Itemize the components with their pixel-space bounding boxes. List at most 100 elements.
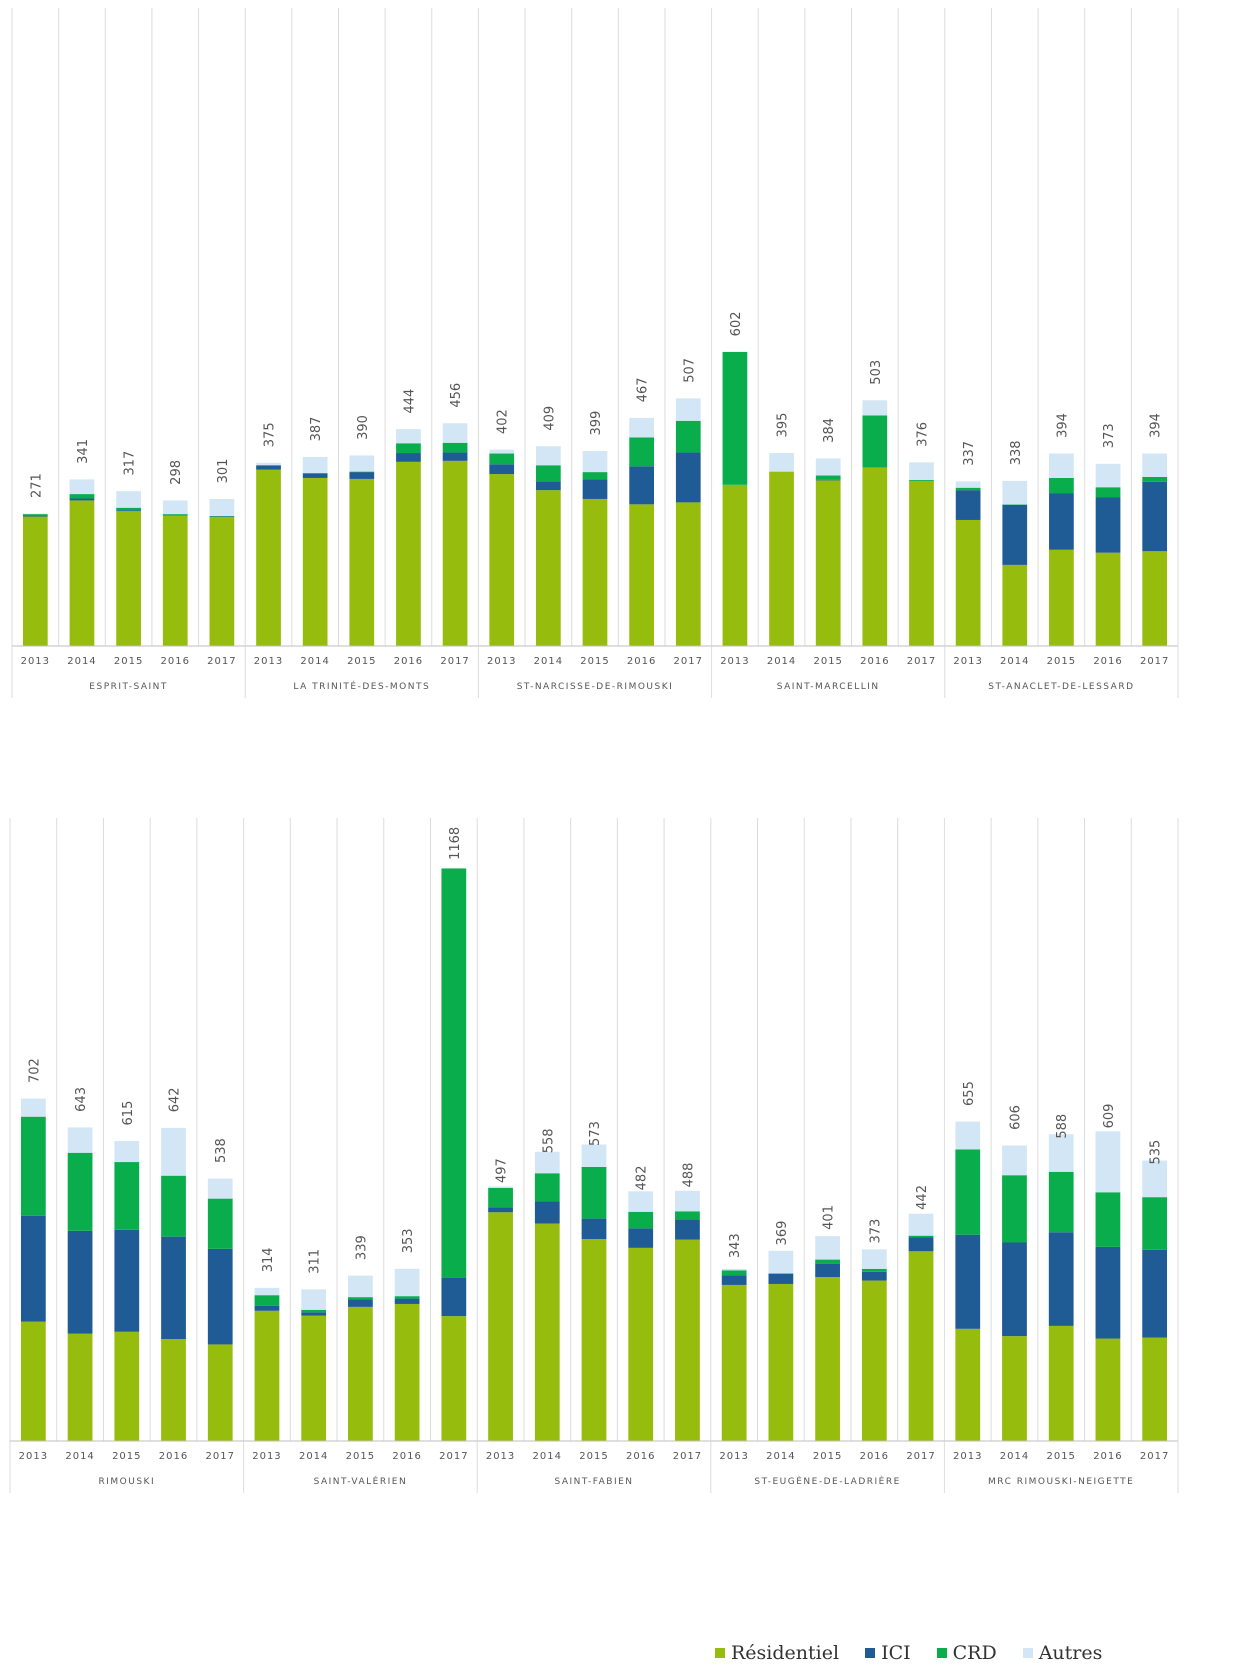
bar-segment-crd-saint-valerien-2017 — [441, 868, 467, 1278]
year-tick-label: 2016 — [626, 1451, 655, 1462]
bar-segment-residentiel-mrc-rimouski-neigette-2014 — [1002, 1336, 1027, 1441]
year-tick-label: 2016 — [860, 1451, 889, 1462]
bar-segment-residentiel-la-trinite-des-monts-2017 — [442, 460, 468, 646]
year-tick-label: 2015 — [580, 656, 609, 667]
bar-segment-autres-st-eugene-de-ladriere-2015 — [815, 1236, 840, 1260]
bar-segment-ici-st-anaclet-de-lessard-2016 — [1095, 497, 1121, 553]
bar-segment-crd-st-eugene-de-ladriere-2013 — [721, 1270, 747, 1276]
bar-segment-ici-st-eugene-de-ladriere-2015 — [815, 1263, 840, 1278]
data-label-rimouski-2013: 702 — [27, 1058, 42, 1083]
bar-segment-residentiel-saint-valerien-2016 — [394, 1303, 420, 1441]
bar-segment-residentiel-saint-marcellin-2013 — [722, 484, 748, 646]
bar-segment-crd-st-anaclet-de-lessard-2013 — [955, 487, 981, 491]
bars — [20, 868, 1168, 1441]
bar-segment-autres-esprit-saint-2017 — [209, 498, 235, 517]
bar-segment-autres-st-eugene-de-ladriere-2016 — [861, 1249, 887, 1269]
bar-segment-ici-st-eugene-de-ladriere-2014 — [768, 1273, 794, 1284]
bar-segment-ici-st-eugene-de-ladriere-2013 — [721, 1275, 747, 1285]
bar-segment-ici-rimouski-2013 — [20, 1215, 46, 1322]
year-tick-label: 2017 — [1140, 1451, 1169, 1462]
bar-segment-ici-saint-valerien-2014 — [301, 1312, 327, 1316]
data-label-la-trinite-des-monts-2015: 390 — [356, 415, 371, 440]
bar-segment-crd-st-narcisse-de-rimouski-2013 — [489, 453, 515, 465]
year-tick-label: 2016 — [627, 656, 656, 667]
data-label-st-eugene-de-ladriere-2015: 401 — [822, 1205, 837, 1230]
year-tick-label: 2015 — [579, 1451, 608, 1462]
bar-segment-ici-st-anaclet-de-lessard-2014 — [1002, 504, 1028, 565]
data-label-st-anaclet-de-lessard-2013: 337 — [962, 441, 977, 466]
bar-segment-ici-la-trinite-des-monts-2015 — [349, 472, 375, 479]
bar-segment-residentiel-la-trinite-des-monts-2015 — [349, 478, 375, 646]
bar-segment-autres-st-anaclet-de-lessard-2014 — [1002, 480, 1028, 505]
data-label-rimouski-2017: 538 — [214, 1138, 229, 1163]
year-tick-label: 2014 — [534, 656, 563, 667]
data-label-st-narcisse-de-rimouski-2013: 402 — [496, 409, 511, 434]
year-tick-label: 2017 — [907, 656, 936, 667]
year-tick-label: 2015 — [813, 1451, 842, 1462]
bar-segment-residentiel-mrc-rimouski-neigette-2016 — [1095, 1338, 1121, 1441]
bar-segment-crd-la-trinite-des-monts-2016 — [396, 443, 421, 454]
bar-segment-ici-st-anaclet-de-lessard-2017 — [1142, 481, 1168, 552]
year-tick-label: 2014 — [767, 656, 796, 667]
bar-segment-ici-la-trinite-des-monts-2017 — [442, 452, 468, 461]
bar-segment-crd-saint-valerien-2015 — [348, 1297, 373, 1300]
bar-segment-autres-st-narcisse-de-rimouski-2014 — [536, 446, 561, 466]
year-tick-label: 2013 — [487, 656, 516, 667]
bar-segment-ici-la-trinite-des-monts-2013 — [256, 465, 281, 470]
bar-segment-residentiel-saint-valerien-2013 — [254, 1310, 280, 1441]
year-tick-label: 2016 — [159, 1451, 188, 1462]
bars — [22, 351, 1168, 646]
data-label-st-anaclet-de-lessard-2017: 394 — [1149, 413, 1164, 438]
bar-segment-crd-mrc-rimouski-neigette-2017 — [1142, 1197, 1168, 1250]
bar-segment-autres-mrc-rimouski-neigette-2013 — [955, 1121, 981, 1150]
data-label-st-eugene-de-ladriere-2016: 373 — [868, 1219, 883, 1244]
data-label-la-trinite-des-monts-2014: 387 — [309, 417, 324, 442]
bar-segment-autres-mrc-rimouski-neigette-2014 — [1002, 1145, 1027, 1176]
bar-segment-autres-saint-fabien-2015 — [581, 1144, 607, 1167]
bar-segment-autres-esprit-saint-2016 — [162, 500, 188, 515]
bar-segment-crd-saint-marcellin-2015 — [815, 475, 841, 480]
year-tick-label: 2015 — [114, 656, 143, 667]
data-label-esprit-saint-2016: 298 — [169, 460, 184, 485]
bar-segment-autres-la-trinite-des-monts-2015 — [349, 455, 375, 472]
legend-item-residentiel: Résidentiel — [715, 1642, 839, 1664]
data-label-st-eugene-de-ladriere-2014: 369 — [775, 1221, 790, 1246]
bar-segment-crd-mrc-rimouski-neigette-2014 — [1002, 1175, 1027, 1243]
bar-segment-residentiel-esprit-saint-2015 — [116, 511, 141, 646]
data-label-saint-marcellin-2013: 602 — [729, 312, 744, 337]
bar-segment-ici-rimouski-2015 — [114, 1229, 140, 1332]
bar-segment-autres-st-narcisse-de-rimouski-2016 — [629, 417, 654, 438]
bar-segment-autres-saint-fabien-2013 — [488, 1186, 513, 1188]
bar-segment-ici-saint-valerien-2016 — [394, 1298, 420, 1304]
bar-segment-crd-st-eugene-de-ladriere-2017 — [908, 1235, 934, 1238]
data-label-esprit-saint-2017: 301 — [216, 459, 231, 484]
bar-segment-residentiel-rimouski-2013 — [20, 1321, 46, 1441]
data-label-saint-valerien-2017: 1168 — [448, 827, 463, 860]
data-label-la-trinite-des-monts-2016: 444 — [402, 389, 417, 414]
year-tick-label: 2014 — [1000, 656, 1029, 667]
bar-segment-ici-st-anaclet-de-lessard-2015 — [1049, 493, 1074, 550]
data-label-mrc-rimouski-neigette-2013: 655 — [962, 1081, 977, 1106]
bar-segment-residentiel-st-anaclet-de-lessard-2017 — [1142, 551, 1168, 646]
grid-lines — [11, 8, 1179, 646]
group-label-saint-fabien: SAINT-FABIEN — [554, 1477, 633, 1487]
year-tick-label: 2016 — [394, 656, 423, 667]
bar-segment-residentiel-rimouski-2015 — [114, 1331, 140, 1441]
bar-segment-crd-rimouski-2017 — [207, 1198, 233, 1249]
legend-swatch-crd — [936, 1648, 947, 1658]
data-label-saint-valerien-2016: 353 — [401, 1228, 416, 1253]
year-tick-label: 2013 — [486, 1451, 515, 1462]
bar-segment-autres-st-anaclet-de-lessard-2016 — [1095, 463, 1121, 488]
bar-segment-ici-saint-valerien-2015 — [348, 1299, 373, 1307]
data-label-saint-fabien-2013: 497 — [495, 1158, 510, 1183]
data-label-st-anaclet-de-lessard-2016: 373 — [1102, 423, 1117, 448]
bar-segment-residentiel-saint-valerien-2015 — [348, 1306, 373, 1441]
bar-segment-residentiel-la-trinite-des-monts-2013 — [256, 469, 281, 646]
bar-segment-autres-saint-fabien-2017 — [675, 1190, 700, 1212]
data-label-st-narcisse-de-rimouski-2017: 507 — [682, 358, 697, 383]
year-tick-label: 2014 — [300, 656, 329, 667]
bar-segment-ici-rimouski-2014 — [67, 1230, 93, 1334]
bar-segment-autres-st-anaclet-de-lessard-2017 — [1142, 453, 1168, 477]
bar-segment-residentiel-saint-valerien-2014 — [301, 1315, 327, 1441]
bar-segment-crd-rimouski-2015 — [114, 1162, 140, 1230]
